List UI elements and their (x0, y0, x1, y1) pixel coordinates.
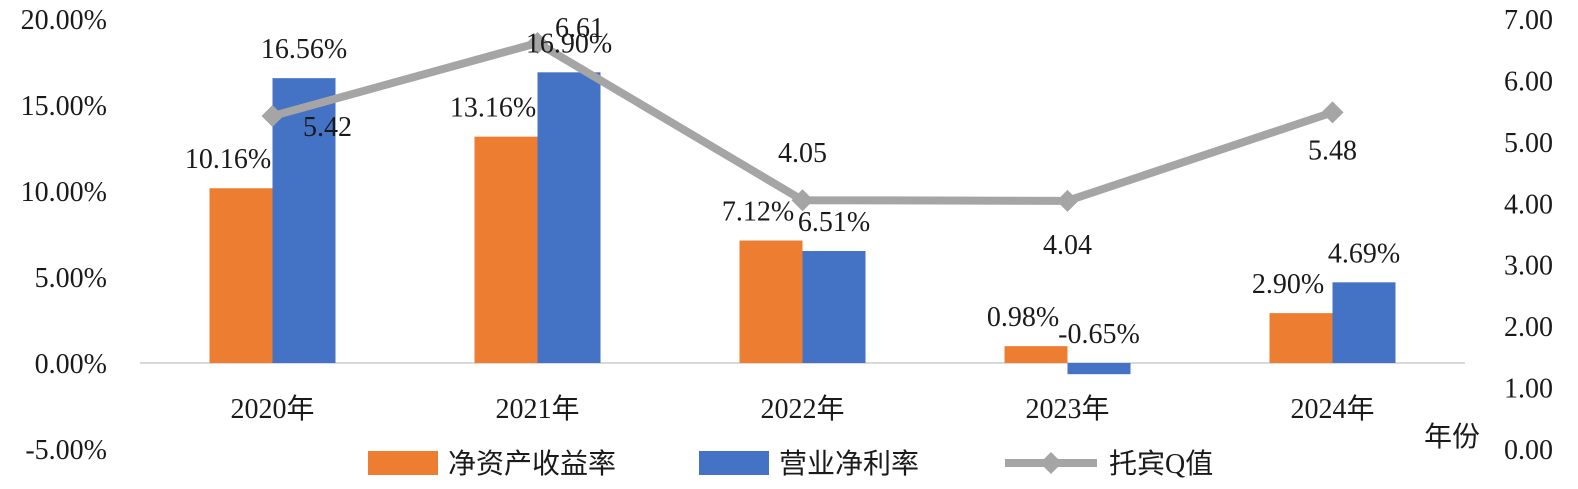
line-series (261, 31, 1344, 212)
bar-营业净利率-2024年 (1332, 282, 1396, 363)
data-label-托宾Q值: 6.61 (555, 13, 604, 44)
line-托宾Q值 (271, 38, 1334, 205)
left-tick-label: -5.00% (25, 435, 107, 466)
data-label-净资产收益率: 2.90% (1252, 269, 1324, 300)
right-tick-label: 1.00 (1504, 374, 1553, 405)
legend-swatch-净资产收益率 (368, 451, 438, 475)
left-tick-label: 10.00% (21, 177, 107, 208)
data-label-营业净利率: 16.90% (526, 28, 612, 59)
bar-营业净利率-2022年 (802, 251, 866, 363)
left-axis-ticks: -5.00% 0.00% 5.00% 10.00% 15.00% 20.00% (21, 5, 107, 466)
category-label: 2021年 (495, 393, 579, 425)
data-label-托宾Q值: 5.42 (303, 112, 352, 143)
data-label-净资产收益率: 13.16% (450, 93, 536, 124)
legend-label-托宾Q值: 托宾Q值 (1109, 448, 1213, 480)
category-labels: 2020年 2021年 2022年 2023年 2024年 (230, 393, 1374, 425)
right-tick-label: 7.00 (1504, 5, 1553, 36)
bar-营业净利率-2020年 (272, 78, 336, 363)
x-axis-unit-label: 年份 (1424, 421, 1480, 453)
data-label-托宾Q值: 4.05 (778, 138, 827, 169)
category-label: 2020年 (230, 393, 314, 425)
legend-label-净资产收益率: 净资产收益率 (448, 448, 616, 480)
data-label-净资产收益率: 0.98% (987, 302, 1059, 333)
bar-营业净利率-2023年 (1067, 363, 1131, 375)
right-tick-label: 3.00 (1504, 251, 1553, 282)
bar-营业净利率-2021年 (537, 72, 601, 363)
line-point-2022年 (791, 189, 814, 212)
line-point-2023年 (1056, 189, 1079, 212)
right-axis-ticks: 0.00 1.00 2.00 3.00 4.00 5.00 6.00 7.00 (1504, 5, 1553, 466)
data-label-托宾Q值: 4.04 (1043, 230, 1092, 261)
data-labels: 10.16%13.16%7.12%0.98%2.90%16.56% 16.90%6… (185, 13, 1400, 350)
left-tick-label: 5.00% (35, 263, 107, 294)
right-tick-label: 2.00 (1504, 312, 1553, 343)
left-tick-label: 0.00% (35, 349, 107, 380)
bars (209, 72, 1396, 375)
bar-净资产收益率-2021年 (474, 136, 538, 363)
left-tick-label: 20.00% (21, 5, 107, 36)
left-tick-label: 15.00% (21, 91, 107, 122)
category-label: 2024年 (1290, 393, 1374, 425)
legend-marker-托宾Q值 (1040, 452, 1062, 474)
legend-label-营业净利率: 营业净利率 (779, 448, 919, 480)
category-label: 2022年 (760, 393, 844, 425)
line-point-2020年 (261, 105, 284, 128)
bar-净资产收益率-2022年 (739, 240, 803, 363)
line-point-2024年 (1321, 101, 1344, 124)
data-label-营业净利率: 6.51% (798, 207, 870, 238)
line-point-2021年 (526, 31, 549, 54)
legend: 净资产收益率 营业净利率 托宾Q值 (368, 448, 1213, 480)
data-label-营业净利率: 16.56% (261, 34, 347, 65)
bar-净资产收益率-2020年 (209, 188, 273, 363)
data-label-营业净利率: -0.65% (1058, 319, 1140, 350)
bar-净资产收益率-2024年 (1269, 313, 1333, 363)
right-tick-label: 4.00 (1504, 189, 1553, 220)
data-label-营业净利率: 4.69% (1328, 238, 1400, 269)
bar-净资产收益率-2023年 (1004, 346, 1068, 363)
data-label-净资产收益率: 10.16% (185, 144, 271, 175)
right-tick-label: 5.00 (1504, 128, 1553, 159)
data-label-托宾Q值: 5.48 (1308, 135, 1357, 166)
right-tick-label: 6.00 (1504, 66, 1553, 97)
legend-swatch-营业净利率 (699, 451, 769, 475)
data-label-净资产收益率: 7.12% (722, 197, 794, 228)
category-label: 2023年 (1025, 393, 1109, 425)
right-tick-label: 0.00 (1504, 435, 1553, 466)
